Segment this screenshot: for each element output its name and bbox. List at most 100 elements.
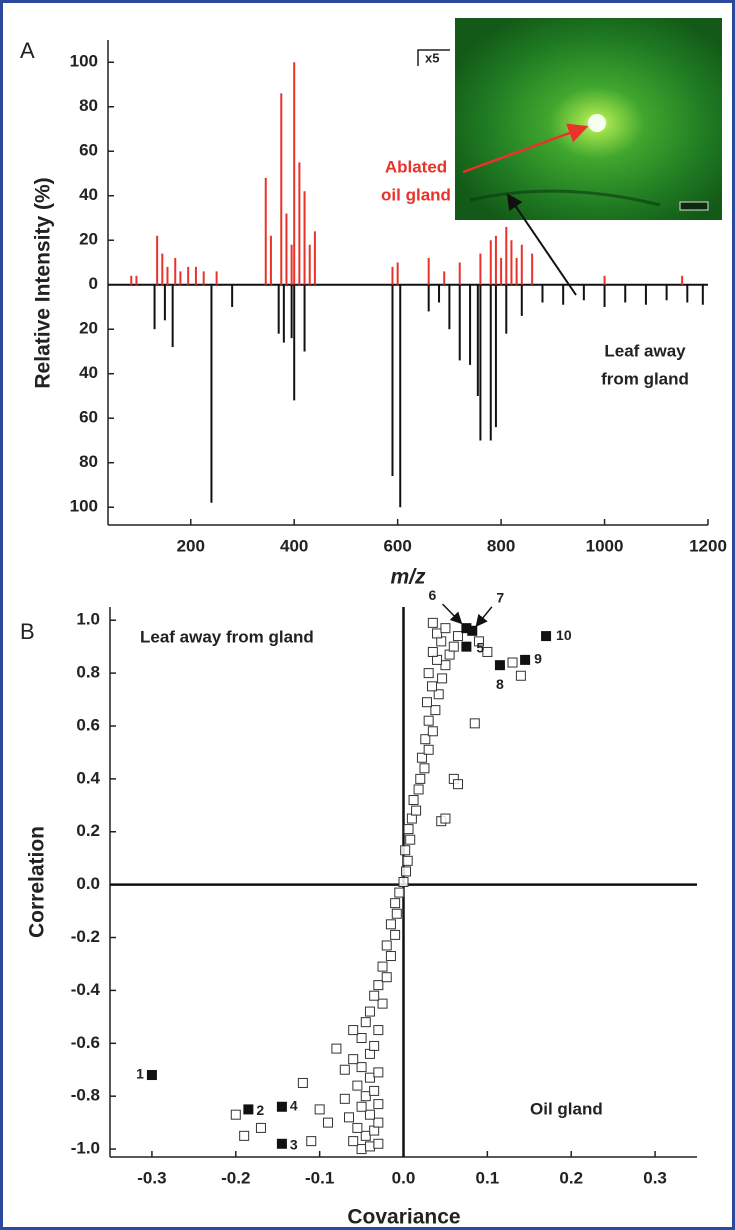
marked-point xyxy=(276,1101,287,1112)
point xyxy=(369,990,380,1001)
y-tick-label: 0.2 xyxy=(76,821,100,840)
point xyxy=(401,866,412,877)
point xyxy=(377,961,388,972)
x-tick-label: 0.2 xyxy=(559,1168,583,1187)
y-tick-label: -0.8 xyxy=(71,1086,100,1105)
point xyxy=(255,1122,266,1133)
marked-point xyxy=(243,1104,254,1115)
x-tick-label: -0.1 xyxy=(305,1168,334,1187)
point xyxy=(423,668,434,679)
point xyxy=(348,1054,359,1065)
point xyxy=(402,855,413,866)
marked-point xyxy=(494,660,505,671)
point-label: 2 xyxy=(256,1102,264,1118)
label-arrow xyxy=(475,606,493,627)
leaf-label: from gland xyxy=(601,369,689,388)
point xyxy=(331,1043,342,1054)
x-tick-label: -0.2 xyxy=(221,1168,250,1187)
point xyxy=(381,940,392,951)
y-tick-label: 1.0 xyxy=(76,610,100,629)
point xyxy=(348,1025,359,1036)
magnification-bracket xyxy=(417,49,450,66)
point xyxy=(427,617,438,628)
point xyxy=(403,824,414,835)
point xyxy=(306,1136,317,1147)
point xyxy=(356,1144,367,1155)
point xyxy=(356,1101,367,1112)
point xyxy=(433,689,444,700)
y-tick-label: 0.4 xyxy=(76,768,100,787)
ablated-arrow xyxy=(462,123,589,174)
point-label: 3 xyxy=(290,1136,298,1152)
point xyxy=(377,998,388,1009)
point xyxy=(385,951,396,962)
label-arrow xyxy=(442,603,463,625)
y-tick-label: 60 xyxy=(79,141,98,160)
point xyxy=(369,1085,380,1096)
marked-point xyxy=(146,1070,157,1081)
point xyxy=(413,784,424,795)
point xyxy=(360,1017,371,1028)
y-tick-label: 100 xyxy=(70,497,98,516)
point xyxy=(364,1072,375,1083)
point xyxy=(297,1077,308,1088)
y-tick-label: 60 xyxy=(79,408,98,427)
x-tick-label: -0.3 xyxy=(137,1168,166,1187)
x-tick-label: 0.0 xyxy=(392,1168,416,1187)
point xyxy=(448,641,459,652)
y-axis-title: Correlation xyxy=(26,826,49,938)
marked-point xyxy=(276,1138,287,1149)
panel-label: B xyxy=(20,619,35,644)
marked-point xyxy=(467,625,478,636)
point xyxy=(473,636,484,647)
x-tick-label: 400 xyxy=(280,536,308,555)
x-tick-label: 0.1 xyxy=(476,1168,500,1187)
point xyxy=(339,1064,350,1075)
x-axis-title: m/z xyxy=(390,566,426,589)
point xyxy=(364,1109,375,1120)
point-label: 5 xyxy=(476,639,484,655)
x-axis-title: Covariance xyxy=(347,1206,460,1229)
point xyxy=(440,623,451,634)
point xyxy=(430,705,441,716)
point xyxy=(507,657,518,668)
leaf-arrow xyxy=(506,193,577,296)
ablated-label: oil gland xyxy=(381,185,451,204)
point xyxy=(440,813,451,824)
point xyxy=(408,795,419,806)
point xyxy=(453,631,464,642)
point xyxy=(364,1141,375,1152)
point-label: 4 xyxy=(290,1097,298,1113)
point xyxy=(364,1006,375,1017)
point xyxy=(437,673,448,684)
y-tick-label: 0.8 xyxy=(76,663,100,682)
point xyxy=(348,1136,359,1147)
point xyxy=(360,1091,371,1102)
y-tick-label: -0.6 xyxy=(71,1033,100,1052)
y-axis-title: Relative Intensity (%) xyxy=(32,177,55,388)
point xyxy=(356,1062,367,1073)
y-tick-label: -1.0 xyxy=(71,1139,100,1158)
magnification: x5 xyxy=(425,50,439,65)
point xyxy=(356,1033,367,1044)
marked-point xyxy=(541,631,552,642)
point xyxy=(400,845,411,856)
point xyxy=(390,929,401,940)
point xyxy=(373,980,384,991)
point-label: 6 xyxy=(428,587,436,603)
point-label: 9 xyxy=(534,651,542,667)
point xyxy=(469,718,480,729)
point xyxy=(398,877,409,887)
y-tick-label: 0 xyxy=(89,274,98,293)
y-tick-label: 20 xyxy=(79,319,98,338)
leaf-label: Leaf away xyxy=(604,341,686,360)
y-tick-label: 80 xyxy=(79,452,98,471)
point xyxy=(427,646,438,657)
point xyxy=(373,1099,384,1110)
region-label: Oil gland xyxy=(530,1099,603,1118)
y-tick-label: 80 xyxy=(79,96,98,115)
point xyxy=(373,1067,384,1078)
point xyxy=(482,646,493,657)
